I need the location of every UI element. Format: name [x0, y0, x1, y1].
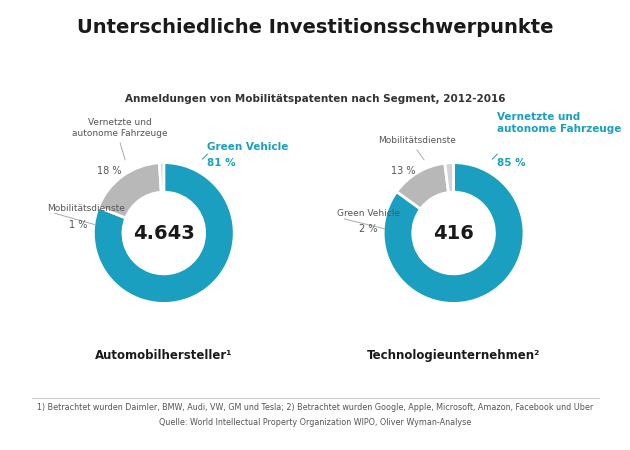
Text: 4.643: 4.643	[133, 224, 195, 243]
Text: Anmeldungen von Mobilitätspatenten nach Segment, 2012-2016: Anmeldungen von Mobilitätspatenten nach …	[125, 94, 505, 104]
Text: Technologieunternehmen²: Technologieunternehmen²	[367, 349, 540, 362]
Text: 416: 416	[433, 224, 474, 243]
Wedge shape	[159, 162, 164, 192]
Text: Automobilhersteller¹: Automobilhersteller¹	[95, 349, 232, 362]
Wedge shape	[98, 163, 161, 218]
Text: Green Vehicle: Green Vehicle	[338, 209, 401, 218]
Text: Unterschiedliche Investitionsschwerpunkte: Unterschiedliche Investitionsschwerpunkt…	[77, 18, 553, 37]
Text: 13 %: 13 %	[391, 166, 415, 176]
Wedge shape	[397, 163, 449, 209]
Text: Vernetzte und
autonome Fahrzeuge: Vernetzte und autonome Fahrzeuge	[497, 112, 622, 135]
Text: Mobilitätsdienste: Mobilitätsdienste	[378, 136, 456, 145]
Text: Green Vehicle: Green Vehicle	[207, 142, 289, 152]
Text: 1) Betrachtet wurden Daimler, BMW, Audi, VW, GM und Tesla; 2) Betrachtet wurden : 1) Betrachtet wurden Daimler, BMW, Audi,…	[37, 403, 593, 412]
Wedge shape	[93, 162, 234, 303]
Text: Mobilitätsdienste: Mobilitätsdienste	[48, 204, 125, 213]
Text: 1 %: 1 %	[69, 220, 87, 230]
Text: 85 %: 85 %	[497, 158, 526, 168]
Text: 81 %: 81 %	[207, 158, 236, 168]
Text: 2 %: 2 %	[358, 224, 377, 234]
Text: Quelle: World Intellectual Property Organization WIPO, Oliver Wyman-Analyse: Quelle: World Intellectual Property Orga…	[159, 418, 471, 427]
Wedge shape	[383, 162, 524, 303]
Text: 18 %: 18 %	[96, 166, 121, 176]
Wedge shape	[445, 162, 454, 193]
Text: Vernetzte und
autonome Fahrzeuge: Vernetzte und autonome Fahrzeuge	[72, 118, 168, 138]
